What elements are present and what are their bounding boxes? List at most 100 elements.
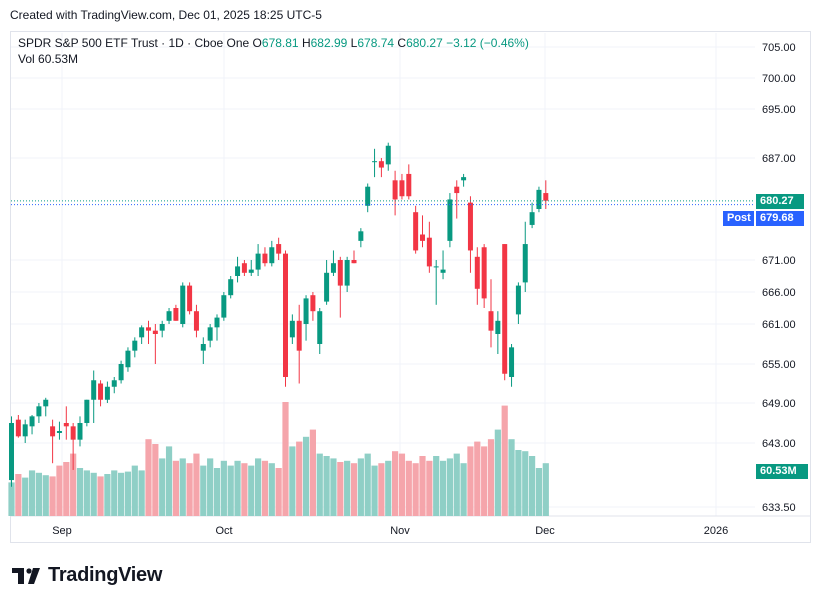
candle-body [22, 424, 28, 437]
time-tick-label: Dec [535, 525, 555, 537]
volume-bar [481, 446, 488, 516]
volume-bar [28, 470, 36, 516]
candle-body [221, 295, 227, 318]
volume-bar [535, 468, 543, 516]
tradingview-logo-icon [12, 567, 40, 584]
candle-body [454, 186, 460, 194]
volume-bar [118, 472, 125, 516]
volume-bar [76, 468, 84, 516]
volume-bar [433, 456, 440, 516]
price-tick-label: 700.00 [762, 73, 796, 85]
candle-body [84, 399, 90, 423]
low-key: L [350, 36, 358, 50]
volume-bar [446, 458, 453, 516]
candle-body [276, 244, 282, 254]
candle-body [248, 269, 254, 273]
volume-bar [378, 463, 385, 516]
price-tick-label: 661.00 [762, 319, 796, 331]
volume-bar [172, 460, 179, 516]
candle-body [104, 386, 110, 400]
candle-body [289, 320, 295, 338]
volume-bar [234, 460, 241, 516]
volume-bar [255, 458, 262, 516]
price-tick-label: 671.00 [762, 255, 796, 267]
chart-frame[interactable] [10, 31, 811, 543]
candle-body [433, 266, 439, 268]
open-value: 678.81 [261, 36, 299, 50]
candle-body [15, 419, 21, 437]
candle-body [98, 383, 104, 400]
volume-bar [344, 460, 351, 516]
candles [9, 142, 549, 487]
candle-body [344, 260, 350, 286]
footer-logo[interactable]: TradingView [12, 564, 162, 587]
price-axis: 705.00 700.00 695.00 687.00 671.00 666.00 661.… [762, 42, 796, 514]
candle-body [330, 263, 336, 273]
volume-bar [104, 474, 111, 516]
volume-bar [275, 468, 282, 516]
volume-bar [323, 456, 330, 516]
candle-body [125, 350, 131, 368]
last-price-tag: 680.27 [756, 194, 804, 209]
close-key: C [397, 36, 407, 50]
volume-bar [350, 463, 358, 516]
candle-body [166, 311, 172, 321]
candle-body [488, 311, 494, 331]
candle-body [385, 145, 391, 165]
volume-bar [542, 463, 549, 516]
volume-bar [111, 470, 118, 516]
candle-body [372, 161, 378, 163]
candle-body [262, 253, 268, 264]
volume-bar [124, 471, 132, 516]
candle-body [200, 344, 206, 351]
candle-body [529, 212, 535, 225]
brand-name: TradingView [48, 564, 163, 586]
low-value: 678.74 [357, 36, 395, 50]
post-market-price-tag: 679.68 [756, 211, 804, 226]
volume-bar [35, 472, 42, 516]
volume-bar [522, 451, 529, 516]
volume-bar [193, 453, 200, 516]
volume-bar [412, 463, 419, 516]
volume-bar [309, 429, 316, 516]
candle-body [283, 253, 288, 377]
volume-bar [56, 465, 63, 516]
candle-body [413, 212, 419, 251]
volume-bar [15, 474, 22, 516]
volume-bar [152, 444, 159, 516]
time-tick-label: Sep [52, 525, 72, 537]
volume-bar [8, 482, 15, 516]
volume-bar [460, 463, 467, 516]
candle-body [77, 423, 83, 440]
candle-body [152, 330, 158, 334]
time-tick-label: Nov [390, 525, 410, 537]
candle-body [426, 237, 432, 267]
candle-body [173, 308, 179, 321]
volume-bar [248, 465, 255, 516]
symbol-title[interactable]: SPDR S&P 500 ETF Trust · 1D · Cboe One [18, 36, 250, 50]
candle-body [118, 364, 124, 381]
volume-bar [186, 463, 193, 516]
volume-bar [357, 458, 364, 516]
volume-bar [419, 456, 426, 516]
volume-bar [159, 458, 166, 516]
chart-grid [11, 33, 810, 517]
candle-body [358, 231, 364, 241]
volume-bar [97, 476, 104, 516]
candle-body [56, 431, 62, 433]
volume-bar [494, 429, 501, 516]
candle-body [180, 285, 186, 324]
volume-bar [261, 460, 269, 516]
price-tick-label: 649.00 [762, 398, 796, 410]
candle-body [399, 180, 405, 197]
candle-body [481, 247, 487, 299]
candle-body [337, 260, 343, 286]
volume-bar [131, 465, 138, 516]
volume-bar [83, 470, 90, 516]
candle-body [474, 256, 480, 289]
volume-bar [90, 472, 97, 516]
price-tick-label: 695.00 [762, 104, 796, 116]
candle-body [50, 426, 56, 437]
volume-bar [289, 446, 296, 516]
